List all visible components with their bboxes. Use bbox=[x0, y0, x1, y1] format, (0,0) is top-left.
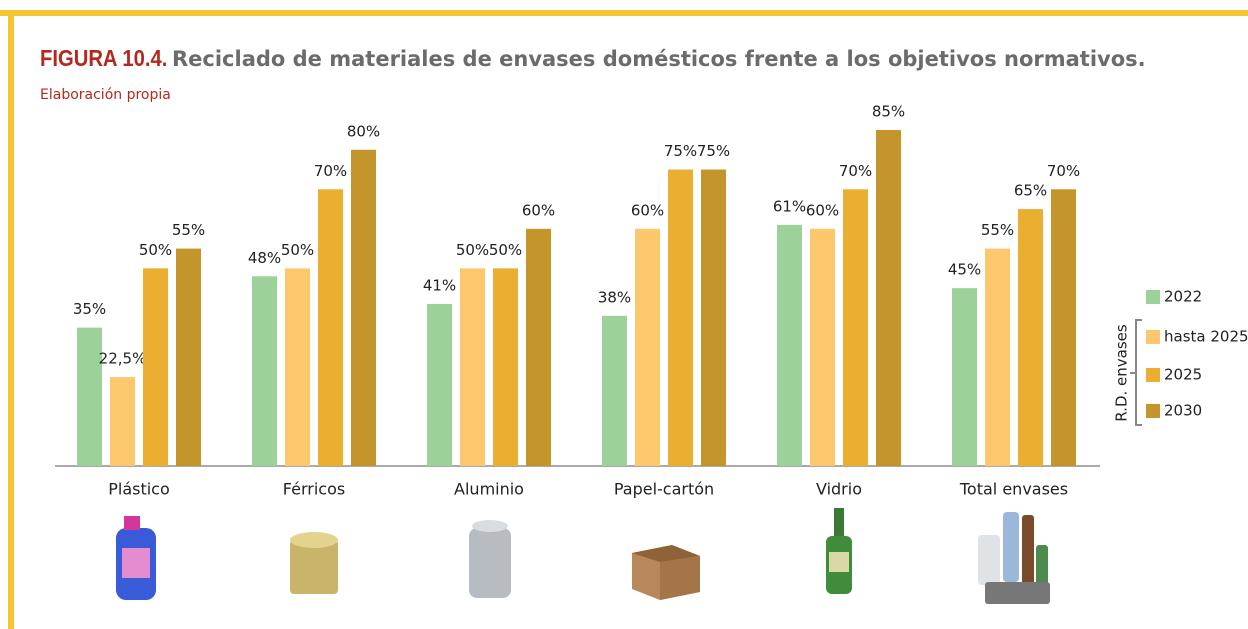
icon-bottle bbox=[826, 508, 852, 594]
bar bbox=[318, 189, 343, 466]
value-label: 65% bbox=[1014, 182, 1047, 200]
icon-plastic bbox=[116, 516, 156, 600]
value-label: 50% bbox=[489, 241, 522, 259]
legend-label: hasta 2025 bbox=[1164, 328, 1248, 346]
value-label: 35% bbox=[73, 300, 106, 318]
bar bbox=[635, 228, 660, 466]
x-tick-label: Férricos bbox=[283, 480, 345, 499]
value-label: 70% bbox=[1047, 162, 1080, 180]
value-label: 75% bbox=[664, 142, 697, 160]
bar bbox=[602, 315, 627, 466]
x-tick-label: Plástico bbox=[108, 480, 170, 499]
value-label: 45% bbox=[948, 261, 981, 279]
value-label: 41% bbox=[423, 276, 456, 294]
value-label: 61% bbox=[773, 197, 806, 215]
value-label: 70% bbox=[314, 162, 347, 180]
value-label: 55% bbox=[981, 221, 1014, 239]
icon-box bbox=[632, 545, 700, 600]
bar bbox=[252, 276, 277, 466]
x-tick-label: Total envases bbox=[959, 480, 1068, 499]
value-label: 55% bbox=[172, 221, 205, 239]
value-label: 38% bbox=[598, 288, 631, 306]
value-label: 60% bbox=[806, 201, 839, 219]
legend-bracket bbox=[1130, 319, 1142, 426]
bar bbox=[427, 303, 452, 466]
legend-label: 2025 bbox=[1164, 366, 1202, 384]
value-label: 70% bbox=[839, 162, 872, 180]
bar bbox=[777, 224, 802, 466]
bar bbox=[143, 268, 168, 466]
value-label: 22,5% bbox=[99, 350, 147, 368]
bar bbox=[110, 377, 135, 466]
icon-mixed bbox=[978, 512, 1050, 604]
figure-label: FIGURA 10.4. bbox=[40, 45, 167, 72]
value-label: 50% bbox=[456, 241, 489, 259]
bar bbox=[985, 248, 1010, 466]
legend-label: 2030 bbox=[1164, 402, 1202, 420]
legend-swatch bbox=[1146, 404, 1160, 418]
bar bbox=[1051, 189, 1076, 466]
bar bbox=[952, 288, 977, 466]
value-label: 75% bbox=[697, 142, 730, 160]
legend-group-label: R.D. envases bbox=[1113, 324, 1131, 422]
bar bbox=[176, 248, 201, 466]
bar bbox=[351, 149, 376, 466]
bar bbox=[460, 268, 485, 466]
x-tick-label: Vidrio bbox=[816, 480, 862, 499]
bar bbox=[876, 130, 901, 466]
x-tick-label: Papel-cartón bbox=[614, 480, 714, 499]
value-label: 48% bbox=[248, 249, 281, 267]
legend-swatch bbox=[1146, 290, 1160, 304]
frame-left bbox=[8, 10, 14, 629]
value-label: 50% bbox=[139, 241, 172, 259]
bar bbox=[285, 268, 310, 466]
icon-aluminium bbox=[469, 520, 511, 598]
bar bbox=[77, 327, 102, 466]
x-tick-label: Aluminio bbox=[454, 480, 524, 499]
bar bbox=[526, 228, 551, 466]
icon-can bbox=[290, 532, 338, 594]
chart-subtitle: Elaboración propia bbox=[40, 87, 171, 103]
value-label: 60% bbox=[631, 201, 664, 219]
bar bbox=[1018, 209, 1043, 466]
value-label: 80% bbox=[347, 122, 380, 140]
value-label: 60% bbox=[522, 201, 555, 219]
bar bbox=[810, 228, 835, 466]
bar bbox=[843, 189, 868, 466]
chart-title: Reciclado de materiales de envases domés… bbox=[172, 47, 1146, 71]
value-label: 50% bbox=[281, 241, 314, 259]
bar bbox=[668, 169, 693, 466]
bar bbox=[701, 169, 726, 466]
frame-top bbox=[0, 10, 1248, 16]
legend-label: 2022 bbox=[1164, 288, 1202, 306]
value-label: 85% bbox=[872, 103, 905, 121]
legend-swatch bbox=[1146, 330, 1160, 344]
legend-swatch bbox=[1146, 368, 1160, 382]
bar bbox=[493, 268, 518, 466]
